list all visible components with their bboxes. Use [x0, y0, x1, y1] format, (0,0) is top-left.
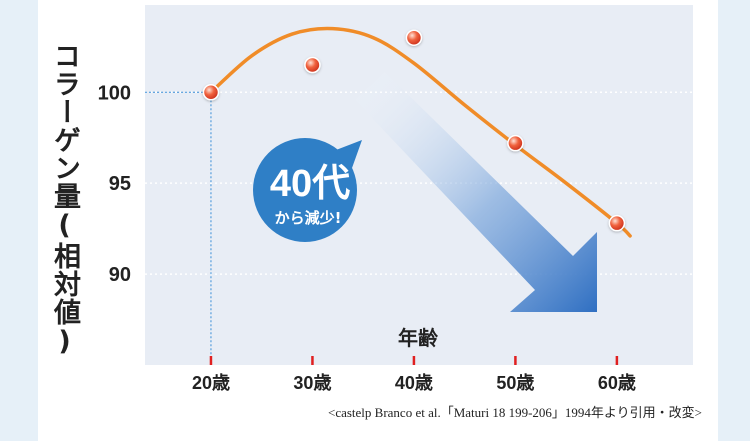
annotation-small: から減少! — [275, 209, 342, 227]
x-tick-label: 30歳 — [293, 373, 331, 393]
data-point — [304, 56, 321, 74]
x-tick-label: 60歳 — [598, 373, 636, 393]
x-tick-label: 40歳 — [395, 373, 433, 393]
data-point — [608, 214, 626, 232]
decline-arrow — [355, 72, 597, 312]
y-tick-label: 95 — [109, 173, 131, 195]
trend-line — [209, 26, 632, 238]
data-point — [202, 84, 220, 101]
y-tick-labels: 100 95 90 — [98, 82, 131, 286]
grid-lines — [145, 91, 693, 275]
x-axis-label: 年齢 — [398, 326, 439, 350]
source-citation: <castelp Branco et al.「Maturi 18 199-206… — [327, 405, 702, 420]
y-axis-label: コラーゲン量(相対値) — [49, 42, 80, 358]
y-tick-label: 90 — [109, 264, 131, 286]
y-tick-label: 100 — [98, 82, 131, 104]
x-tick-labels: 20歳 30歳 40歳 50歳 60歳 — [192, 356, 636, 393]
data-markers — [202, 29, 626, 232]
annotation-big: 40代 — [270, 163, 350, 205]
data-point — [507, 134, 524, 152]
plot-area — [145, 5, 693, 365]
x-tick-label: 50歳 — [496, 373, 534, 393]
reference-guides — [145, 91, 212, 365]
x-tick-label: 20歳 — [192, 373, 230, 393]
data-point — [405, 29, 423, 46]
annotation-badge: 40代 から減少! — [253, 138, 362, 242]
